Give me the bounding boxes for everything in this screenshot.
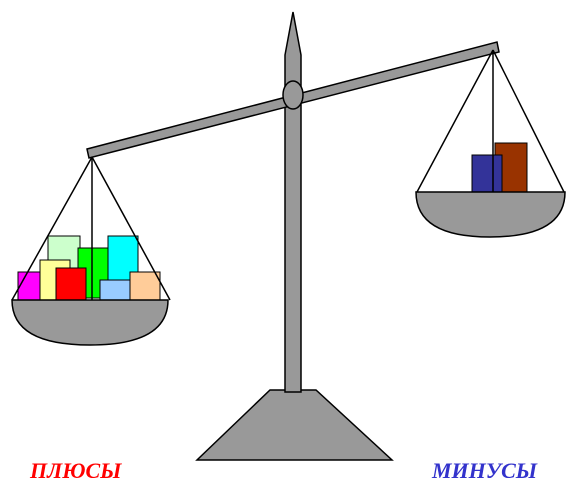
right-pan-group [415, 49, 566, 238]
scale-base [195, 389, 394, 461]
box [17, 271, 41, 301]
scale-pivot [282, 80, 304, 110]
left-boxes [17, 235, 161, 301]
right-boxes [471, 142, 528, 193]
string [492, 49, 565, 193]
cons-label: МИНУСЫ [431, 458, 538, 480]
box [99, 279, 131, 301]
string [91, 156, 171, 301]
box [129, 271, 161, 301]
string [11, 156, 93, 301]
box [55, 267, 87, 301]
right-strings [416, 49, 565, 193]
box [471, 154, 503, 193]
right-pan [415, 191, 566, 238]
left-strings [11, 156, 171, 301]
left-pan-group [11, 156, 171, 346]
scale [86, 11, 500, 461]
scale-pole [284, 11, 302, 393]
pros-label: ПЛЮСЫ [29, 458, 122, 480]
left-pan [11, 299, 169, 346]
string [416, 49, 494, 193]
